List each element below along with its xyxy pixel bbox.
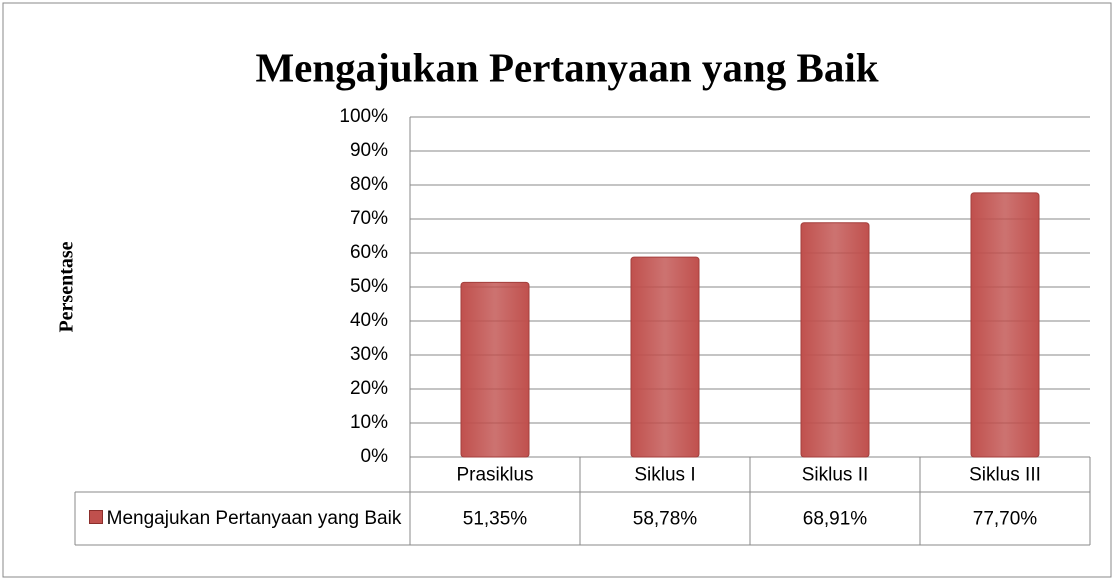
y-tick-label: 30% bbox=[350, 344, 388, 365]
y-tick-label: 60% bbox=[350, 242, 388, 263]
bar bbox=[460, 281, 530, 458]
bar bbox=[800, 222, 870, 458]
y-tick-label: 0% bbox=[361, 446, 389, 467]
data-label: 58,78% bbox=[633, 509, 698, 530]
y-axis-label: Persentase bbox=[56, 241, 78, 332]
bar bbox=[630, 256, 700, 458]
data-label: 77,70% bbox=[973, 509, 1038, 530]
y-tick-label: 70% bbox=[350, 208, 388, 229]
chart-title: Mengajukan Pertanyaan yang Baik bbox=[255, 44, 878, 90]
legend-cell: Mengajukan Pertanyaan yang Baik bbox=[80, 494, 410, 544]
y-tick-label: 80% bbox=[350, 174, 388, 195]
y-tick-label: 100% bbox=[339, 106, 388, 127]
data-label: 51,35% bbox=[463, 509, 528, 530]
y-tick-label: 50% bbox=[350, 276, 388, 297]
x-tick-label: Siklus I bbox=[634, 465, 695, 486]
y-tick-label: 10% bbox=[350, 412, 388, 433]
data-label: 68,91% bbox=[803, 509, 868, 530]
bar bbox=[970, 192, 1040, 458]
legend-key bbox=[88, 510, 103, 524]
x-tick-label: Siklus II bbox=[802, 465, 869, 486]
legend-label: Mengajukan Pertanyaan yang Baik bbox=[106, 508, 402, 529]
x-tick-label: Siklus III bbox=[969, 465, 1041, 486]
y-tick-label: 20% bbox=[350, 378, 388, 399]
x-tick-label: Prasiklus bbox=[456, 465, 533, 486]
y-tick-label: 90% bbox=[350, 140, 388, 161]
y-tick-label: 40% bbox=[350, 310, 388, 331]
